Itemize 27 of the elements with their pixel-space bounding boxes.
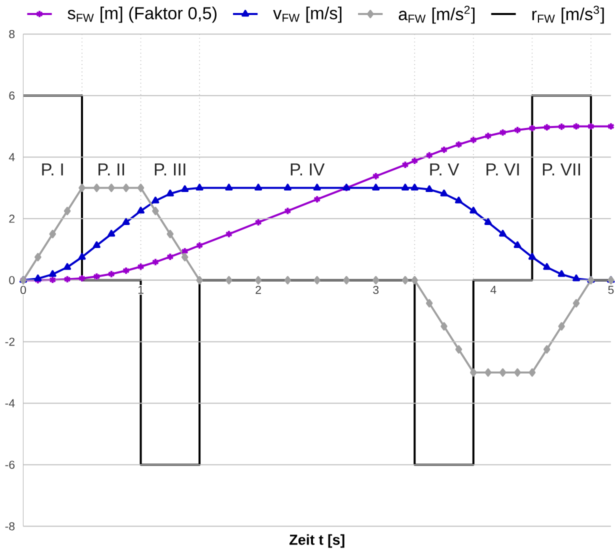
legend-label: v$_{FW}$ [m/s] [273,6,342,24]
legend-label: a$_{FW}$ [m/s$^{2}$] [398,6,475,24]
annotation: P. VII [542,164,580,176]
annotation: P. I [42,164,63,176]
legend-label: s$_{FW}$ [m] (Faktor 0,5) [68,6,216,24]
y-tick-label: -4 [5,400,15,408]
y-tick-label: -2 [5,338,14,346]
y-tick-label: 8 [9,30,15,38]
y-tick-label: 6 [9,92,15,100]
annotation: P. VI [486,164,519,176]
annotation: P. III [154,164,186,176]
x-axis-title: Zeit t [s] [289,534,344,548]
x-tick-label: 0 [20,286,26,294]
annotation: P. II [98,164,124,176]
x-tick-label: 3 [373,286,379,294]
annotation: P. IV [290,164,325,176]
x-tick-label: 1 [138,286,144,294]
y-tick-label: -8 [5,522,15,531]
x-tick-label: 4 [490,286,496,294]
legend-label: r$_{FW}$ [m/s$^{3}$] [532,6,604,24]
x-tick-label: 5 [608,286,614,294]
y-tick-label: 0 [9,276,15,284]
annotation: P. V [430,164,460,176]
y-tick-label: -6 [5,460,15,470]
x-tick-label: 2 [256,286,261,294]
y-tick-label: 2 [9,214,14,223]
y-tick-label: 4 [8,153,15,162]
